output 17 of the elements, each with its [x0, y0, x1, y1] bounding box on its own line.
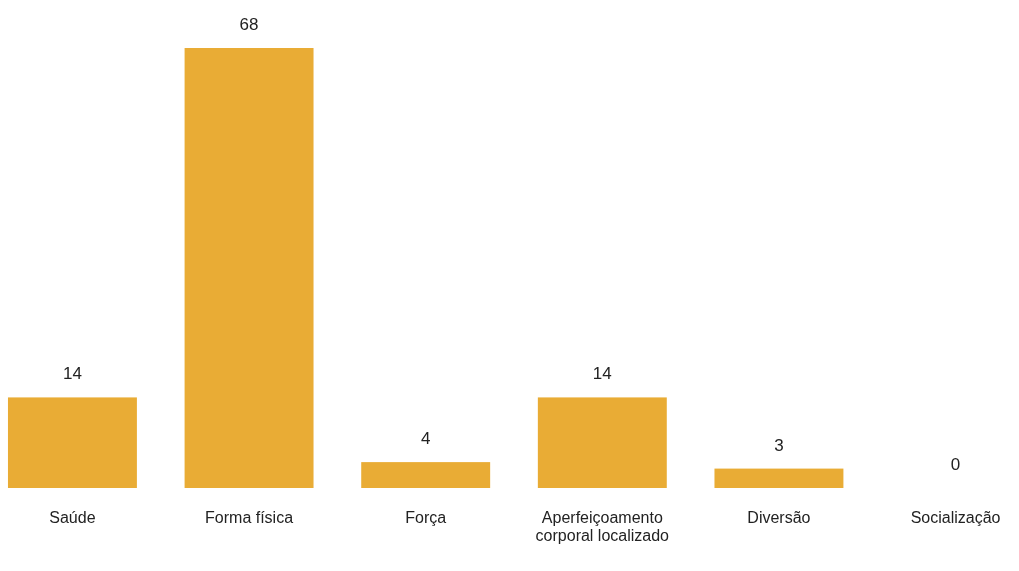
data-label: 68 — [239, 15, 259, 34]
x-tick-label: Força — [405, 509, 447, 526]
bar — [714, 468, 844, 488]
x-tick-label: Diversão — [747, 509, 811, 526]
x-tick-label: Forma física — [205, 509, 294, 526]
bar — [537, 397, 667, 488]
data-label: 3 — [774, 435, 784, 455]
x-tick-label: Aperfeiçoamento corporal localizado — [535, 509, 670, 545]
x-tick-label: Socialização — [910, 509, 1001, 526]
x-tick-label: Saúde — [49, 509, 96, 526]
data-label: 14 — [592, 364, 612, 384]
data-label: 14 — [62, 364, 82, 384]
data-label: 0 — [950, 455, 961, 474]
data-label: 4 — [420, 429, 431, 449]
bar — [184, 48, 314, 488]
bar — [7, 397, 137, 488]
bar — [361, 462, 491, 488]
